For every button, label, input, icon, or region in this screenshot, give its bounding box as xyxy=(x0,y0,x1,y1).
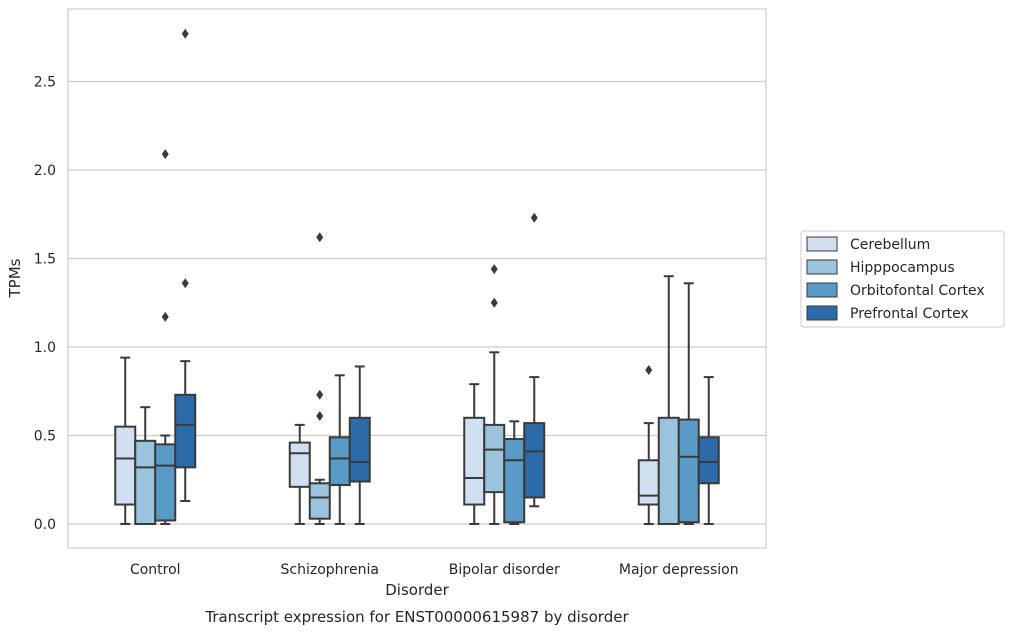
box-iqr xyxy=(657,416,680,525)
box-0-3 xyxy=(637,365,660,525)
box-3-1 xyxy=(348,365,371,525)
box-iqr xyxy=(637,459,660,506)
box-3-3 xyxy=(697,376,720,525)
box-0-0 xyxy=(114,356,137,525)
box-iqr xyxy=(463,416,486,506)
legend-label: Prefrontal Cortex xyxy=(850,306,969,322)
box-iqr xyxy=(114,425,137,506)
legend-frame xyxy=(800,230,1005,328)
box-1-0 xyxy=(134,406,157,525)
y-tick-label: 1.5 xyxy=(34,252,56,268)
box-iqr xyxy=(503,438,526,524)
plot-frame xyxy=(67,8,767,549)
box-1-3 xyxy=(657,275,680,525)
box-iqr xyxy=(348,416,371,483)
box-2-0 xyxy=(154,149,177,525)
legend-swatch xyxy=(806,236,838,252)
x-tick-label: Major depression xyxy=(619,562,739,578)
box-1-2 xyxy=(483,264,506,525)
legend-swatch xyxy=(806,282,838,298)
legend-swatch xyxy=(806,259,838,275)
y-tick-label: 2.0 xyxy=(34,163,56,179)
box-iqr xyxy=(174,393,197,469)
outlier-point xyxy=(181,278,189,289)
box-iqr xyxy=(308,482,331,520)
y-tick-label: 2.5 xyxy=(34,75,56,91)
box-iqr xyxy=(677,418,700,524)
x-tick-label: Control xyxy=(130,562,181,578)
y-tick-label: 1.0 xyxy=(34,340,56,356)
box-iqr xyxy=(328,436,351,487)
legend-label: Cerebellum xyxy=(850,237,930,253)
outlier-point xyxy=(530,212,538,223)
box-2-1 xyxy=(328,374,351,525)
chart-caption: Transcript expression for ENST0000061598… xyxy=(204,608,629,626)
box-series xyxy=(114,28,720,525)
outlier-point xyxy=(161,149,169,160)
x-tick-label: Schizophrenia xyxy=(281,562,379,578)
y-tick-label: 0.0 xyxy=(34,517,56,533)
y-axis-label: TPMs xyxy=(6,258,24,298)
legend-label: Orbitofontal Cortex xyxy=(850,283,985,299)
legend: Cerebellum Hipppocampus Orbitofontal Corte… xyxy=(800,230,1005,328)
box-iqr xyxy=(134,439,157,525)
box-0-2 xyxy=(463,383,486,525)
outlier-point xyxy=(490,297,498,308)
legend-label: Hipppocampus xyxy=(850,260,955,276)
box-2-3 xyxy=(677,282,700,525)
x-tick-label: Bipolar disorder xyxy=(449,562,560,578)
outlier-point xyxy=(161,311,169,322)
outlier-point xyxy=(181,28,189,39)
box-iqr xyxy=(288,441,311,488)
x-axis-ticks: Control Schizophrenia Bipolar disorder Majo… xyxy=(130,562,739,578)
box-0-1 xyxy=(288,423,311,525)
box-1-1 xyxy=(308,232,331,525)
outlier-point xyxy=(490,264,498,275)
box-3-0 xyxy=(174,28,197,502)
x-axis-label: Disorder xyxy=(385,581,449,599)
box-iqr xyxy=(154,443,177,522)
outlier-point xyxy=(316,389,324,400)
box-2-2 xyxy=(503,420,526,525)
box-iqr xyxy=(483,423,506,494)
y-axis-ticks: 0.0 0.5 1.0 1.5 2.0 2.5 xyxy=(34,75,56,534)
box-iqr xyxy=(523,422,546,499)
box-iqr xyxy=(697,436,720,485)
legend-swatch xyxy=(806,305,838,321)
outlier-point xyxy=(316,232,324,243)
outlier-point xyxy=(316,411,324,422)
outlier-point xyxy=(645,365,653,376)
y-tick-label: 0.5 xyxy=(34,429,56,445)
box-3-2 xyxy=(523,212,546,508)
